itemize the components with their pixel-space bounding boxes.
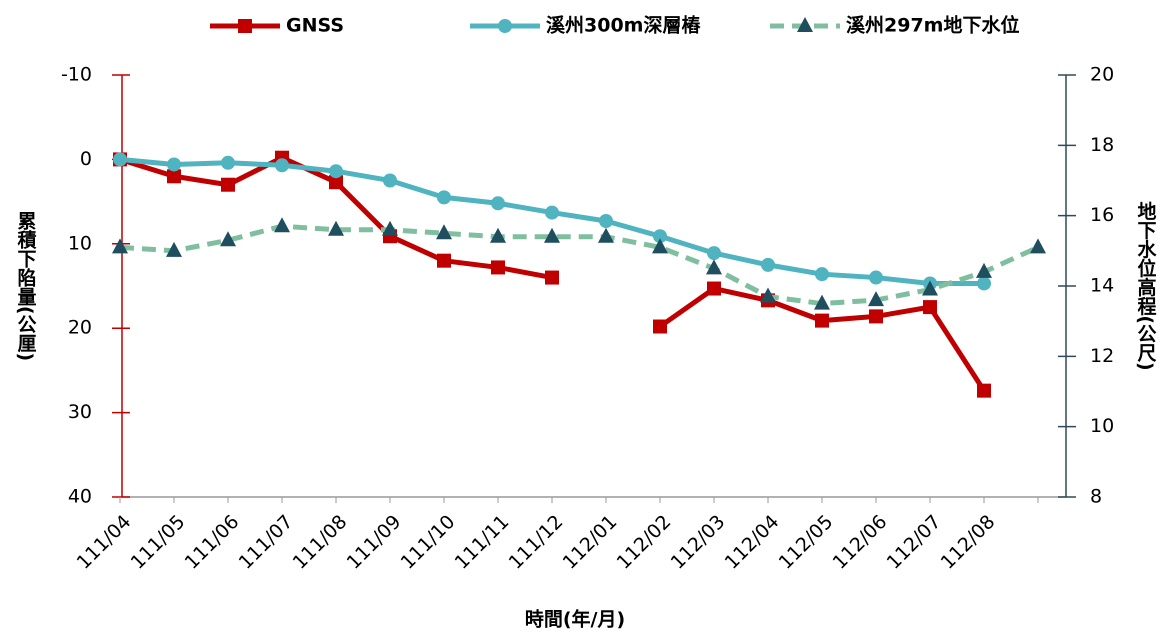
marker <box>275 158 289 173</box>
marker <box>976 262 992 278</box>
marker <box>977 383 991 398</box>
marker <box>491 196 505 211</box>
marker <box>599 214 613 229</box>
legend-marker <box>498 19 512 33</box>
marker <box>815 267 829 282</box>
y-tick-label: 40 <box>68 486 92 508</box>
marker <box>328 220 344 236</box>
y-tick-label: 0 <box>80 148 92 170</box>
marker <box>221 177 235 192</box>
marker <box>707 281 721 296</box>
y-axis-title: 累積下陷量(公厘) <box>15 211 37 362</box>
marker <box>598 227 614 243</box>
x-tick-label: 111/11 <box>451 511 514 574</box>
legend-label: 溪州300m深層樁 <box>546 14 701 37</box>
y-tick-label: 10 <box>68 232 92 254</box>
marker <box>923 300 937 315</box>
x-tick-label: 111/09 <box>343 511 406 574</box>
x-tick-label: 112/05 <box>775 511 838 574</box>
marker <box>977 276 991 291</box>
marker <box>653 319 667 334</box>
legend-label: 溪州297m地下水位 <box>846 14 1019 37</box>
marker <box>814 294 830 310</box>
marker <box>274 217 290 233</box>
marker <box>382 220 398 236</box>
y2-tick-label: 16 <box>1090 204 1114 226</box>
marker <box>545 270 559 285</box>
marker <box>760 287 776 303</box>
marker <box>922 280 938 296</box>
marker <box>329 164 343 179</box>
marker <box>220 231 236 247</box>
marker <box>113 152 127 167</box>
marker <box>869 309 883 324</box>
x-tick-label: 111/04 <box>73 511 136 574</box>
y2-axis-title: 地下水位高程(公尺) <box>1135 200 1157 371</box>
x-tick-label: 112/02 <box>613 511 676 574</box>
marker <box>653 229 667 244</box>
y2-tick-label: 12 <box>1090 345 1114 367</box>
marker <box>815 313 829 328</box>
marker <box>707 246 721 261</box>
marker <box>437 253 451 268</box>
marker <box>544 227 560 243</box>
y-tick-label: -10 <box>61 64 92 86</box>
x-tick-label: 112/04 <box>721 511 784 574</box>
x-tick-label: 112/07 <box>883 511 946 574</box>
marker <box>383 173 397 188</box>
x-tick-label: 111/12 <box>505 511 568 574</box>
marker <box>221 155 235 170</box>
marker <box>167 157 181 172</box>
marker <box>706 259 722 275</box>
x-tick-label: 112/06 <box>829 511 892 574</box>
marker <box>652 238 668 254</box>
marker <box>167 169 181 184</box>
x-axis-title: 時間(年/月) <box>525 608 625 631</box>
marker <box>868 291 884 307</box>
x-tick-label: 111/06 <box>181 511 244 574</box>
x-tick-label: 112/08 <box>937 511 1000 574</box>
y2-tick-label: 20 <box>1090 64 1114 86</box>
x-tick-label: 111/05 <box>127 511 190 574</box>
marker <box>1030 238 1046 254</box>
marker <box>436 224 452 240</box>
y-tick-label: 20 <box>68 317 92 339</box>
x-tick-label: 111/07 <box>235 511 298 574</box>
marker <box>869 270 883 285</box>
marker <box>329 175 343 190</box>
x-tick-label: 112/03 <box>667 511 730 574</box>
y2-tick-label: 8 <box>1090 486 1102 508</box>
x-tick-label: 112/01 <box>559 511 622 574</box>
marker <box>545 205 559 220</box>
y2-tick-label: 14 <box>1090 275 1114 297</box>
marker <box>112 238 128 254</box>
marker <box>166 241 182 257</box>
y-tick-label: 30 <box>68 401 92 423</box>
legend-label: GNSS <box>286 15 344 37</box>
marker <box>490 227 506 243</box>
series-line <box>119 223 1040 307</box>
marker <box>491 260 505 275</box>
legend-marker <box>797 17 813 32</box>
x-tick-label: 111/10 <box>397 511 460 574</box>
marker <box>437 190 451 205</box>
x-tick-label: 111/08 <box>289 511 352 574</box>
y2-tick-label: 10 <box>1090 415 1114 437</box>
y2-tick-label: 18 <box>1090 134 1114 156</box>
legend-marker <box>238 19 252 33</box>
marker <box>761 257 775 272</box>
series-line <box>119 156 984 286</box>
